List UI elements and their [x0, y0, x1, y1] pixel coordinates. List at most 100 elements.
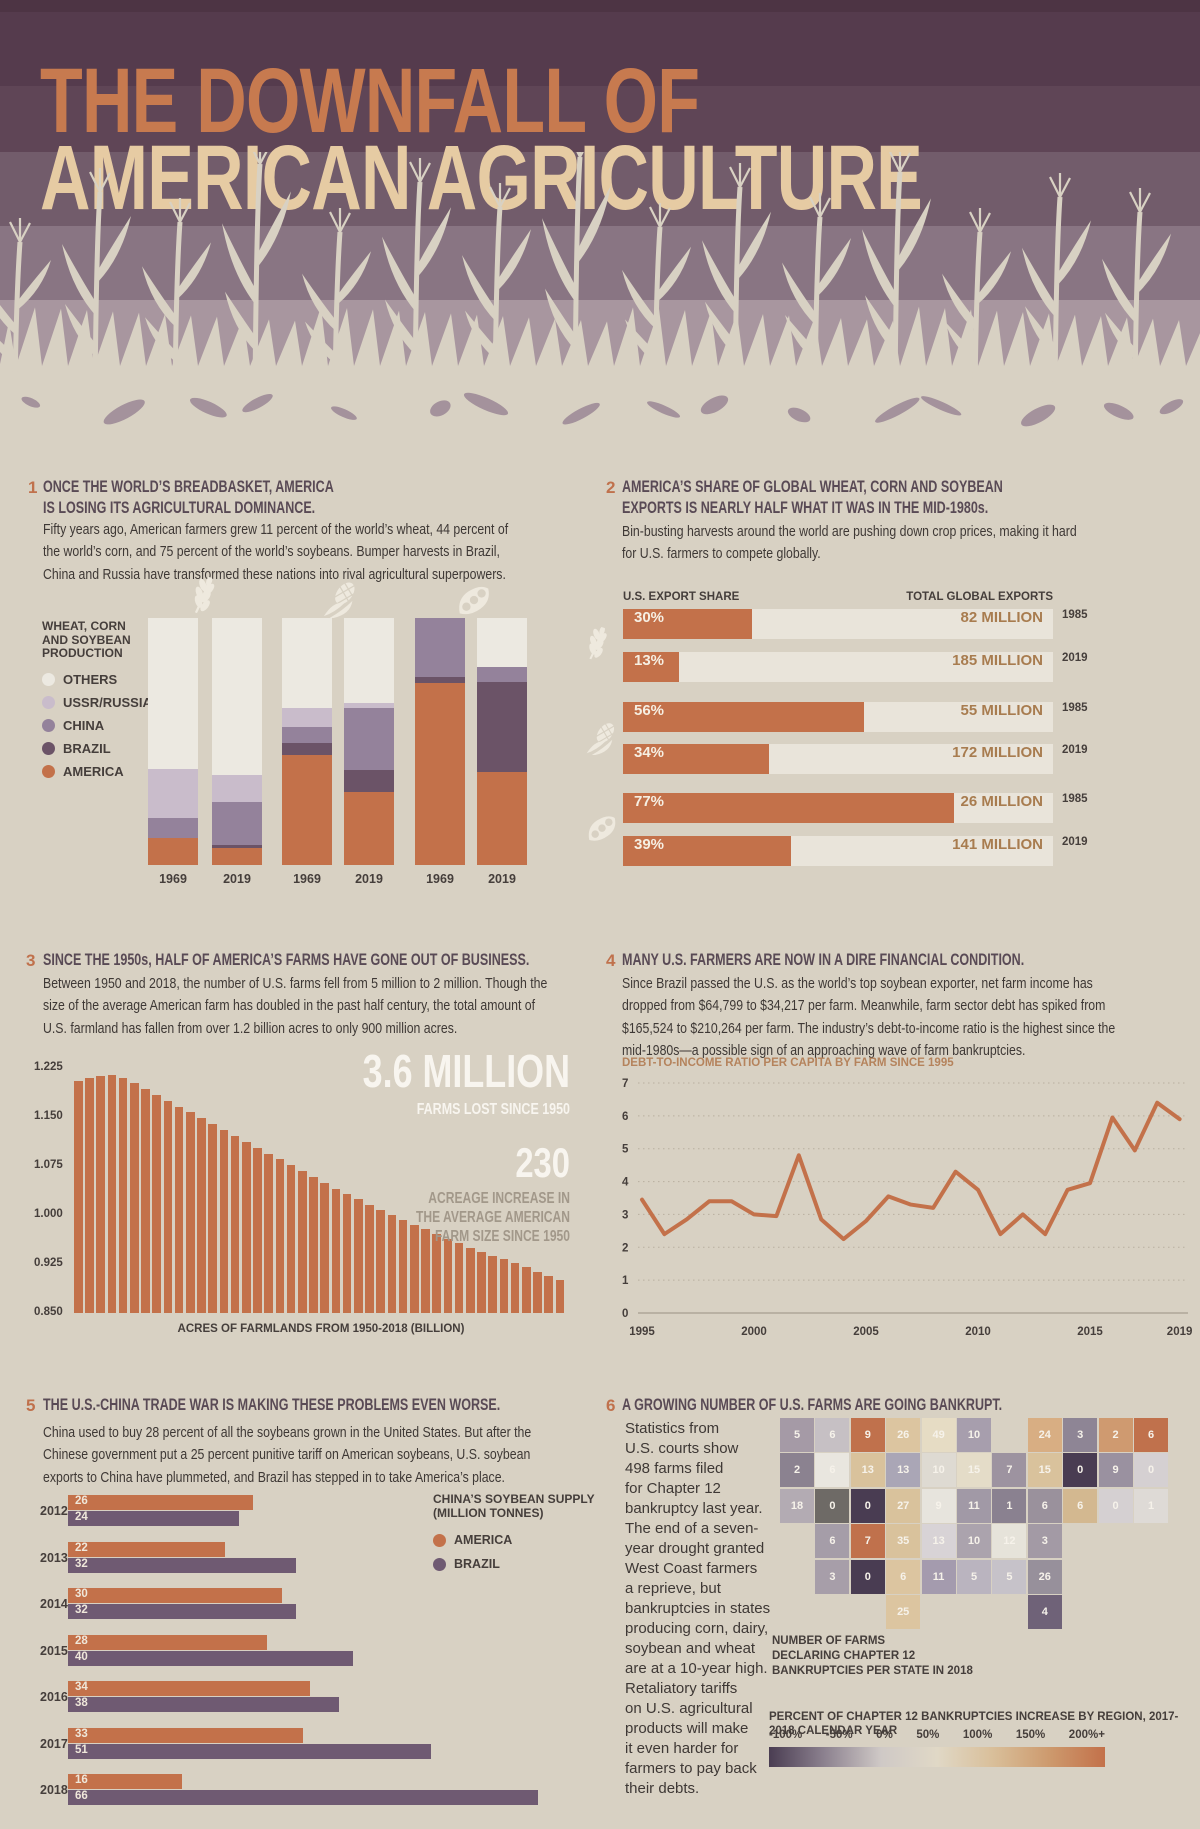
farmland-bar [253, 1147, 262, 1313]
farmland-bar [275, 1159, 285, 1313]
farmland-bar [219, 1130, 229, 1313]
hanging-leaf [331, 406, 357, 420]
state-tile-OR: 2 [780, 1453, 814, 1488]
y-axis-tick: 0.850 [34, 1306, 63, 1318]
stalk-leaf-right [17, 260, 51, 310]
farmland-bar [152, 1094, 161, 1313]
export-share-bar-chart: 30% 82 MILLION 1985 13% 185 MILLION 2019 56% 55… [585, 607, 1145, 877]
us-share-bar [623, 702, 864, 732]
legend-item: AMERICA [42, 763, 162, 779]
stalk-stem [252, 163, 263, 392]
segment-others [477, 618, 527, 668]
bar-value-label: 26 [75, 1495, 88, 1507]
gradient-tick-label: -100% [769, 1729, 803, 1741]
segment-china [282, 726, 332, 743]
stalk-tassel [979, 212, 991, 233]
segment-others [148, 618, 198, 769]
grass-base [0, 306, 1200, 392]
stalk-tassel [1129, 191, 1141, 213]
hanging-leaf [103, 399, 145, 425]
state-tile-AL: 5 [992, 1559, 1027, 1594]
us-share-value: 30% [634, 609, 665, 626]
corn-stalk [62, 168, 131, 392]
america-bar: 28 [68, 1634, 268, 1650]
stalk-tassel [819, 197, 831, 218]
farmland-bar [499, 1259, 509, 1313]
bar-value-label: 28 [75, 1634, 88, 1647]
section-body: Fifty years ago, American farmers grew 1… [43, 521, 509, 583]
debt-to-income-line-chart: 0 1 2 3 4 5 6 7 1995 2000 2005 2010 2015 2019 [622, 1078, 1192, 1338]
state-tile-TN: 10 [957, 1524, 991, 1559]
bar-year-label: 2019 [488, 872, 516, 886]
corn-field-silhouette [0, 152, 1200, 392]
stacked-bar-corn-1969 [282, 618, 332, 865]
stalk-leaf-left [302, 273, 337, 332]
y-axis-tick: 0.925 [34, 1257, 63, 1269]
stalk-leaf-right [1137, 233, 1171, 293]
bar-year-label: 1969 [293, 872, 321, 886]
x-axis-tick: 2019 [1167, 1326, 1193, 1338]
state-tile-PA: 15 [1027, 1453, 1062, 1488]
farmland-bar [421, 1229, 430, 1313]
segment-america [477, 772, 527, 865]
stalk-tassel [339, 212, 351, 233]
legend-item: AMERICA [433, 1534, 603, 1547]
brazil-bar: 66 [68, 1790, 538, 1805]
total-exports-value: 172 MILLION [952, 744, 1043, 761]
stalk-leaf-left [1022, 247, 1057, 318]
y-axis-tick: 1.000 [34, 1208, 63, 1220]
farmland-bar [376, 1209, 385, 1313]
state-tile-ND: 9 [850, 1418, 885, 1452]
stalk-leaf-left [542, 218, 577, 303]
state-tile-NE: 27 [886, 1488, 921, 1523]
state-tile-IN: 15 [957, 1453, 991, 1488]
legend-swatch [42, 741, 55, 755]
farmland-bar [354, 1199, 363, 1313]
state-tile-NJ: 0 [1063, 1453, 1098, 1488]
state-tile-WI: 49 [921, 1418, 956, 1452]
stalk-leaf-left [222, 223, 257, 306]
farmland-bar [488, 1255, 497, 1313]
group-year-label: 2012 [40, 1504, 68, 1518]
stalk-stem [732, 186, 743, 392]
header-stripe-1 [0, 12, 1200, 86]
us-share-bar [623, 652, 679, 682]
corn-stalk [862, 152, 931, 392]
row-year-label: 1985 [1062, 793, 1088, 805]
state-tile-GA: 26 [1027, 1559, 1062, 1594]
us-share-bar [623, 836, 791, 866]
section-body: Statistics from U.S. courts show 498 far… [625, 1420, 771, 1797]
legend-swatch [42, 695, 55, 709]
state-tile-CO: 7 [850, 1524, 885, 1559]
legend-item: CHINA [42, 718, 162, 732]
farmland-bar [544, 1276, 553, 1313]
state-tile-VT: 3 [1063, 1418, 1098, 1452]
corn-stalk [622, 203, 691, 392]
corn-stalk [462, 183, 531, 392]
section-title: AMERICA’S SHARE OF GLOBAL WHEAT, CORN AN… [622, 478, 1003, 517]
corn-stalk [782, 193, 851, 392]
stalk-tassel [329, 211, 341, 233]
state-tile-FL: 4 [1027, 1595, 1062, 1629]
corn-stalk [0, 218, 51, 392]
state-tile-NM: 0 [850, 1559, 885, 1594]
farmland-bar [443, 1238, 453, 1313]
farmland-bar [510, 1263, 520, 1313]
section-body: Since Brazil passed the U.S. as the worl… [622, 975, 1116, 1060]
farmland-bar [186, 1112, 195, 1313]
x-axis-tick: 2000 [741, 1326, 767, 1338]
gradient-tick-label: 0% [876, 1729, 893, 1741]
stalk-leaf-low [385, 299, 416, 355]
stacked-bar-wheat-2019 [212, 618, 262, 865]
us-share-bar [623, 793, 955, 823]
farmland-bar [432, 1233, 441, 1313]
group-year-label: 2014 [40, 1597, 68, 1611]
stalk-leaf-right [497, 229, 531, 291]
legend-label: AMERICA [63, 763, 124, 779]
state-tile-MN: 26 [886, 1418, 921, 1452]
stalk-tassel [1059, 177, 1071, 198]
stalk-tassel [739, 167, 751, 188]
legend-items: OTHERS USSR/RUSSIA CHINA BRAZIL AMERICA [42, 672, 162, 779]
state-tile-RI: 0 [1134, 1453, 1168, 1488]
x-axis-tick: 1995 [629, 1326, 655, 1338]
